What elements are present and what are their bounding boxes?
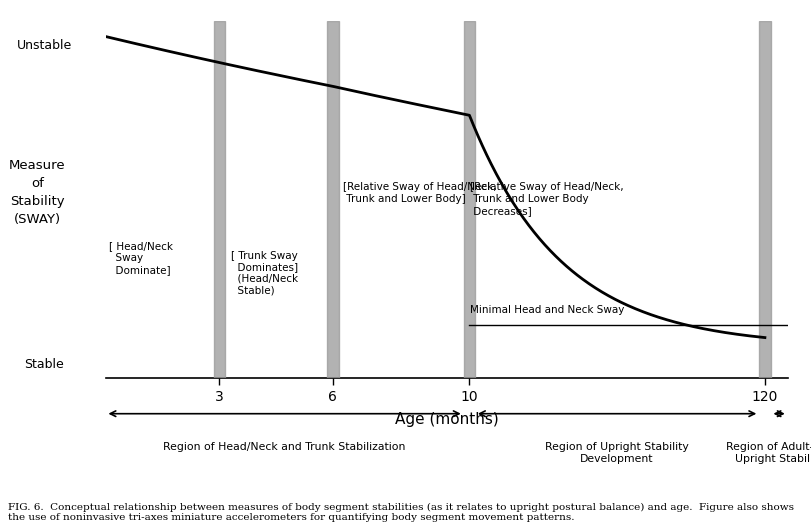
Text: [Relative Sway of Head/Neck,
 Trunk and Lower Body]: [Relative Sway of Head/Neck, Trunk and L…	[343, 182, 496, 204]
Text: FIG. 6.  Conceptual relationship between measures of body segment stabilities (a: FIG. 6. Conceptual relationship between …	[8, 503, 793, 522]
Text: Region of Head/Neck and Trunk Stabilization: Region of Head/Neck and Trunk Stabilizat…	[163, 442, 406, 452]
Text: [ Head/Neck
  Sway
  Dominate]: [ Head/Neck Sway Dominate]	[109, 242, 173, 275]
Text: [ Trunk Sway
  Dominates]
  (Head/Neck
  Stable): [ Trunk Sway Dominates] (Head/Neck Stabl…	[230, 251, 298, 296]
Bar	[758, 21, 770, 378]
Text: Stable: Stable	[24, 358, 64, 371]
Text: Region of Upright Stability
Development: Region of Upright Stability Development	[544, 442, 689, 464]
Text: Region of Adult-like
Upright Stability: Region of Adult-like Upright Stability	[725, 442, 811, 464]
Text: Unstable: Unstable	[16, 39, 71, 52]
Text: Minimal Head and Neck Sway: Minimal Head and Neck Sway	[470, 304, 624, 314]
Text: [Relative Sway of Head/Neck,
 Trunk and Lower Body
 Decreases]: [Relative Sway of Head/Neck, Trunk and L…	[470, 182, 624, 216]
Text: Measure
of
Stability
(SWAY): Measure of Stability (SWAY)	[9, 159, 66, 226]
Bar	[327, 21, 338, 378]
Bar	[463, 21, 474, 378]
X-axis label: Age (months): Age (months)	[394, 412, 498, 427]
Bar	[213, 21, 225, 378]
